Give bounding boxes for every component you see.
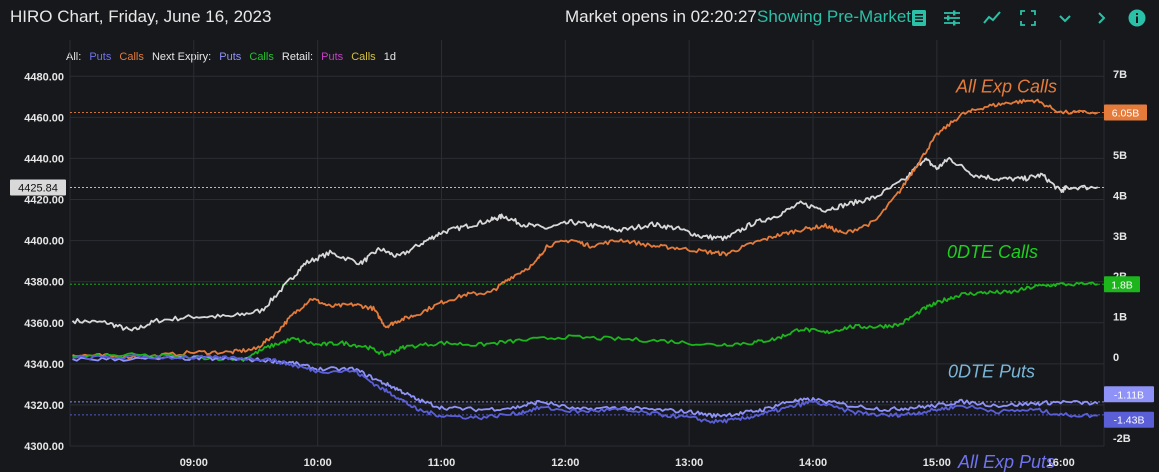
y-left-tick-label: 4480.00	[24, 71, 64, 83]
y-left-tick-label: 4460.00	[24, 112, 64, 124]
x-tick-label: 12:00	[551, 457, 579, 469]
all-exp-calls-annotation: All Exp Calls	[955, 76, 1057, 96]
y-right-tick-label: 7B	[1113, 69, 1127, 81]
y-right-tick-label: 3B	[1113, 231, 1127, 243]
y-left-tick-label: 4380.00	[24, 277, 64, 289]
y-left-tick-label: 4320.00	[24, 400, 64, 412]
zero-dte-puts-annotation: 0DTE Puts	[948, 361, 1035, 381]
y-right-tick-label: -2B	[1113, 433, 1131, 445]
zero-dte-calls-line	[73, 283, 1098, 362]
zero-dte-calls-badge-label: 1.8B	[1111, 279, 1133, 291]
y-left-tick-label: 4340.00	[24, 359, 64, 371]
all-exp-puts-annotation: All Exp Puts	[957, 452, 1055, 472]
x-tick-label: 10:00	[304, 457, 332, 469]
x-tick-label: 15:00	[923, 457, 951, 469]
all-exp-puts-line	[73, 355, 1098, 423]
x-tick-label: 13:00	[675, 457, 703, 469]
y-left-tick-label: 4360.00	[24, 318, 64, 330]
x-tick-label: 09:00	[180, 457, 208, 469]
y-left-tick-label: 4400.00	[24, 236, 64, 248]
y-right-tick-label: 0	[1113, 352, 1119, 364]
x-tick-label: 14:00	[799, 457, 827, 469]
all-exp-calls-badge-label: 6.05B	[1112, 107, 1139, 119]
y-left-tick-label: 4440.00	[24, 153, 64, 165]
all-exp-puts-badge-label: -1.43B	[1114, 415, 1145, 427]
all-exp-calls-line	[73, 100, 1098, 359]
y-right-tick-label: 4B	[1113, 190, 1127, 202]
y-right-tick-label: 5B	[1113, 150, 1127, 162]
x-tick-label: 11:00	[428, 457, 456, 469]
y-right-tick-label: 1B	[1113, 312, 1127, 324]
y-left-tick-label: 4420.00	[24, 195, 64, 207]
zero-dte-puts-badge-label: -1.11B	[1114, 389, 1144, 401]
price-badge-label: 4425.84	[18, 183, 58, 195]
zero-dte-calls-annotation: 0DTE Calls	[947, 242, 1038, 262]
y-left-tick-label: 4300.00	[24, 441, 64, 453]
